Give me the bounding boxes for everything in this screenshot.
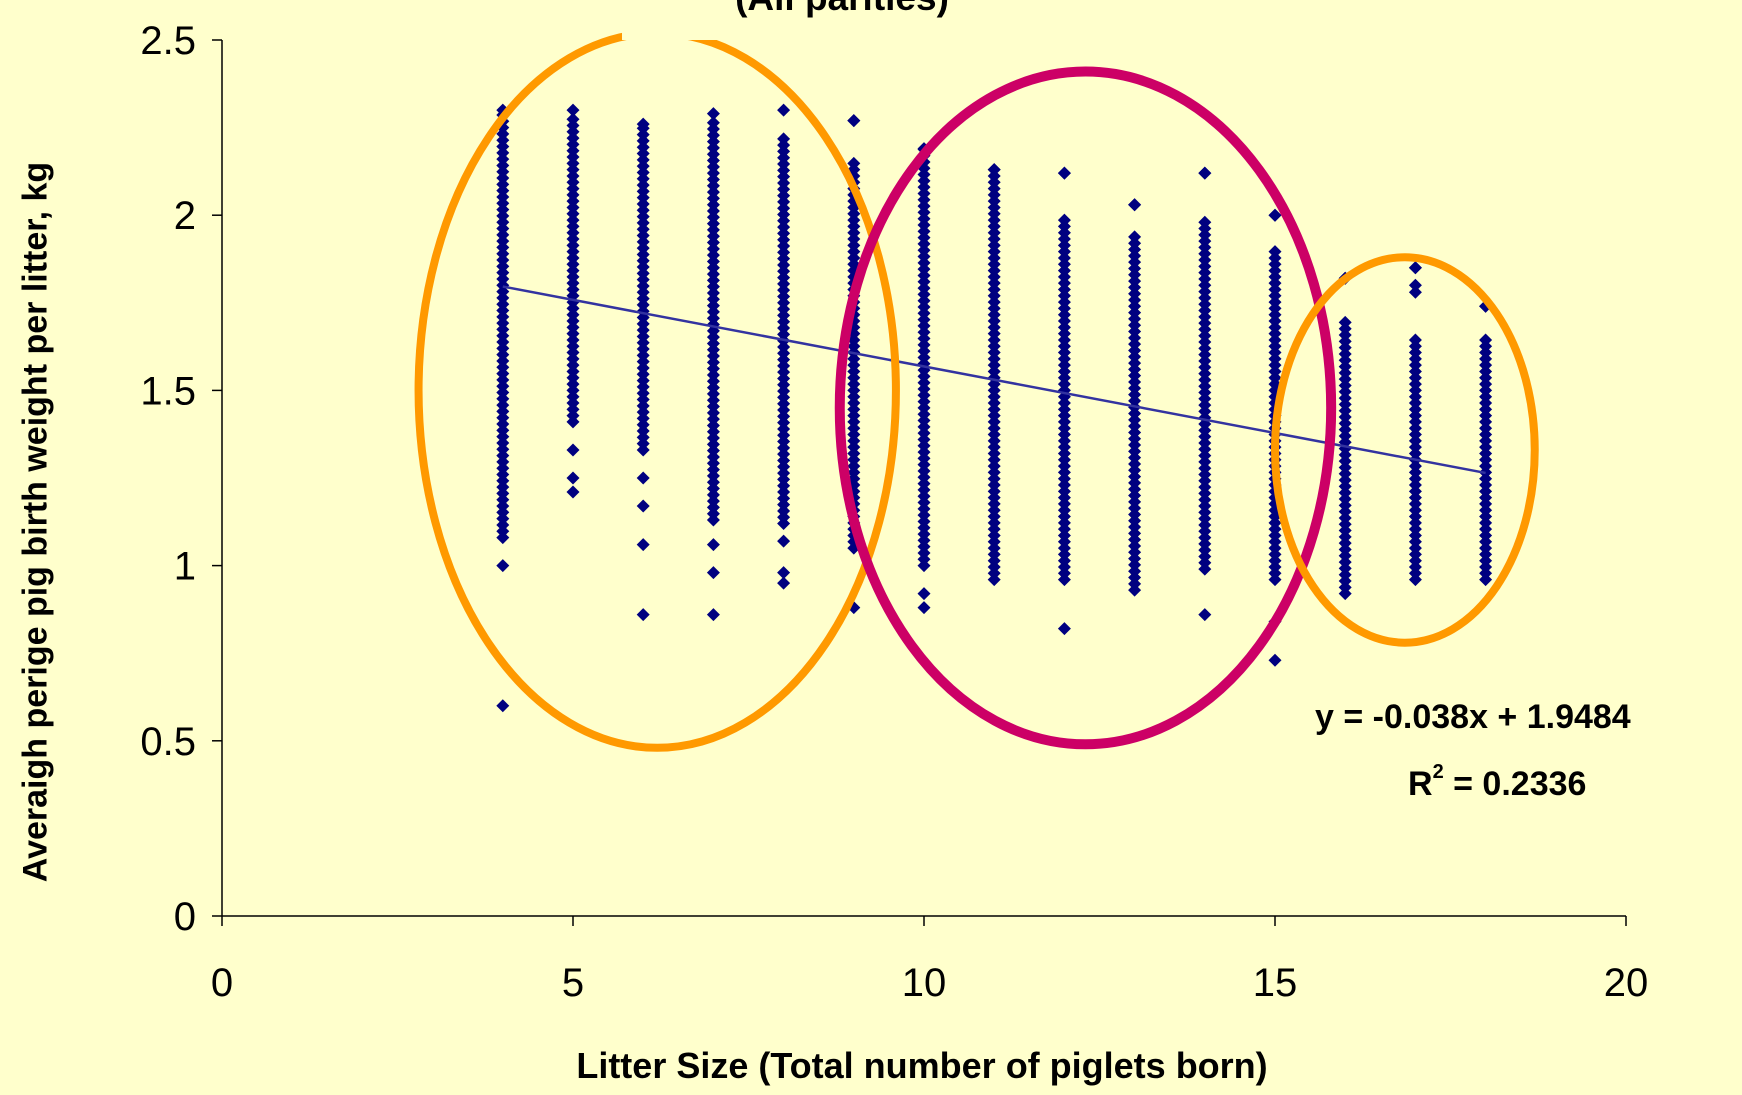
r-squared-label: R2 = 0.2336 [1408, 761, 1587, 804]
data-point [706, 566, 720, 580]
data-point [636, 608, 650, 622]
data-point [566, 443, 580, 457]
data-points [496, 103, 1493, 713]
data-point [1268, 245, 1282, 259]
chart-title: (All parities) [622, 0, 1062, 40]
data-point [1408, 261, 1422, 275]
data-point [777, 103, 791, 117]
data-point [706, 107, 720, 121]
data-point [1128, 198, 1142, 212]
data-point [1408, 285, 1422, 299]
data-point [636, 538, 650, 552]
data-point [987, 163, 1001, 177]
y-axis-label-box: Averaigh perige pig birth weight per lit… [0, 0, 72, 1044]
y-tick-label: 1 [174, 545, 196, 589]
y-tick-label: 0.5 [140, 720, 196, 764]
data-point [636, 117, 650, 131]
x-tick-label: 15 [1253, 961, 1298, 1005]
y-tick-label: 2 [174, 194, 196, 238]
data-point [1479, 333, 1493, 347]
data-point [1268, 653, 1282, 667]
data-point [777, 534, 791, 548]
trendline [502, 285, 1486, 475]
data-point [706, 116, 720, 130]
data-point [636, 471, 650, 485]
x-tick-label: 5 [562, 961, 584, 1005]
data-point [777, 576, 791, 590]
trendline-layer [502, 285, 1486, 475]
orange-highlight-ellipse [414, 28, 900, 752]
data-point [777, 566, 791, 580]
data-point [1057, 166, 1071, 180]
data-point [636, 499, 650, 513]
r-squared-superscript: 2 [1432, 761, 1444, 783]
axes: 0 5 10 15 20 0 0.5 1 1.5 2 2.5 [140, 19, 1648, 1005]
orange-highlight-ellipse [1271, 253, 1539, 647]
data-point [917, 601, 931, 615]
y-tick-label: 0 [174, 895, 196, 939]
x-tick-label: 10 [902, 961, 947, 1005]
data-point [706, 608, 720, 622]
data-point [566, 103, 580, 117]
data-point [777, 132, 791, 146]
y-axis-label: Averaigh perige pig birth weight per lit… [16, 161, 55, 883]
x-tick-label: 0 [211, 961, 233, 1005]
x-axis-label: Litter Size (Total number of piglets bor… [444, 1037, 1400, 1094]
data-point [566, 112, 580, 126]
y-tick-label: 2.5 [140, 19, 196, 63]
crimson-highlight-ellipse [834, 66, 1337, 750]
data-point [1268, 208, 1282, 222]
data-point [1198, 608, 1212, 622]
data-point [566, 485, 580, 499]
x-tick-label: 20 [1604, 961, 1649, 1005]
data-point [917, 587, 931, 601]
data-point [706, 538, 720, 552]
r-squared-symbol: R [1408, 765, 1433, 803]
data-point [566, 471, 580, 485]
regression-equation: y = -0.038x + 1.9484 [1315, 698, 1631, 736]
data-point [1408, 333, 1422, 347]
highlight-ellipses [414, 28, 1539, 752]
data-point [1057, 213, 1071, 227]
y-tick-label: 1.5 [140, 369, 196, 413]
data-point [1338, 315, 1352, 329]
data-point [496, 699, 510, 713]
data-point [496, 559, 510, 573]
data-point [1128, 230, 1142, 244]
data-point [847, 114, 861, 128]
data-point [1198, 166, 1212, 180]
data-point [1408, 278, 1422, 292]
data-point [1198, 215, 1212, 229]
data-point [847, 156, 861, 170]
data-point [1057, 622, 1071, 636]
r-squared-value: = 0.2336 [1443, 765, 1587, 803]
